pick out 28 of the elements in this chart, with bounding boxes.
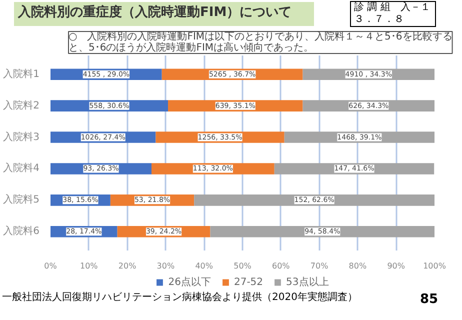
y-tick-label: 入院料3 (3, 130, 40, 143)
x-tick-label: 90% (387, 262, 406, 270)
x-tick-label: 10% (80, 262, 98, 270)
y-tick-label: 入院料6 (3, 225, 40, 238)
x-tick-label: 30% (156, 262, 175, 270)
text: 85 (420, 291, 438, 309)
chart-subtitle: ○ 入院料別の入院時運動FIMは以下のとおりであり、入院料１～４と5･6を比較すると、5･6のほうが入院時運動FIMは高い傾向であった。 (68, 30, 452, 54)
y-tick-label: 入院料4 (3, 162, 40, 174)
x-tick-label: 60% (272, 262, 290, 270)
x-tick-label: 70% (310, 262, 329, 270)
x-tick-label: 20% (118, 262, 137, 270)
bar (194, 194, 434, 206)
text: 一般社団法人回復期リハビリテーション病棟協会より提供（2020年実態調査） (2, 291, 358, 305)
x-tick-label: 100% (423, 262, 446, 270)
x-tick-label: 80% (348, 262, 367, 270)
chart-title: 入院料別の重症度（入院時運動FIM）について (18, 4, 292, 22)
bar (210, 226, 434, 238)
text: 診 調 組 入－１ (354, 2, 430, 13)
legend-label: 27-52 (234, 276, 264, 288)
x-tick-label: 0% (44, 262, 58, 270)
legend-label: 53点以上 (286, 276, 329, 289)
x-tick-label: 50% (234, 262, 252, 270)
y-tick-label: 入院料1 (3, 68, 40, 80)
legend-label: 26点以下 (168, 276, 211, 289)
x-tick-label: 40% (195, 262, 214, 270)
y-tick-label: 入院料2 (3, 99, 40, 112)
y-tick-label: 入院料5 (3, 194, 40, 206)
text: ３．７．８ (354, 14, 404, 25)
